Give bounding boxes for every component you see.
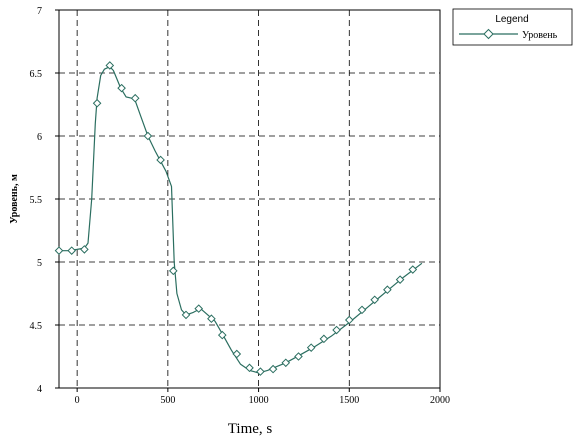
y-tick-label: 5.5 bbox=[30, 195, 43, 206]
data-point-marker bbox=[232, 349, 242, 359]
legend: Legend Уровень bbox=[452, 8, 573, 46]
series-line bbox=[59, 66, 423, 374]
data-point-marker bbox=[105, 61, 115, 70]
data-point-marker bbox=[54, 246, 64, 255]
data-point-marker bbox=[194, 304, 204, 313]
y-tick-label: 6.5 bbox=[30, 69, 43, 80]
x-tick-label: 1500 bbox=[339, 395, 359, 406]
series-layer bbox=[54, 61, 423, 376]
y-tick-label: 6 bbox=[37, 132, 42, 143]
data-point-marker bbox=[370, 295, 379, 305]
legend-series-marker bbox=[483, 28, 494, 40]
data-point-marker bbox=[395, 275, 405, 284]
data-point-marker bbox=[130, 93, 140, 103]
legend-title: Legend bbox=[495, 14, 528, 25]
data-point-marker bbox=[344, 315, 354, 325]
data-point-marker bbox=[281, 358, 291, 368]
data-point-marker bbox=[268, 364, 278, 374]
x-tick-label: 2000 bbox=[430, 395, 450, 406]
legend-series-label: Уровень bbox=[522, 30, 558, 41]
data-point-marker bbox=[245, 363, 254, 373]
data-point-marker bbox=[306, 343, 316, 352]
data-point-marker bbox=[92, 98, 102, 108]
y-tick-label: 4.5 bbox=[30, 321, 43, 332]
grid bbox=[59, 10, 440, 388]
data-point-marker bbox=[357, 305, 367, 315]
data-point-marker bbox=[408, 265, 418, 274]
data-point-marker bbox=[67, 246, 77, 255]
x-tick-label: 0 bbox=[75, 395, 80, 406]
data-point-marker bbox=[80, 245, 89, 254]
data-point-marker bbox=[168, 266, 178, 276]
y-tick-label: 5 bbox=[37, 258, 42, 269]
data-point-marker bbox=[294, 352, 303, 361]
y-tick-label: 7 bbox=[37, 6, 42, 17]
data-point-marker bbox=[156, 155, 165, 165]
y-axis-label: Уровень, м bbox=[9, 174, 20, 224]
data-point-marker bbox=[117, 83, 126, 93]
x-tick-label: 500 bbox=[160, 395, 175, 406]
data-point-marker bbox=[143, 131, 153, 141]
legend-box bbox=[452, 8, 573, 46]
x-axis-label: Time, s bbox=[228, 421, 273, 437]
y-tick-label: 4 bbox=[37, 384, 42, 395]
data-point-marker bbox=[256, 367, 265, 376]
data-point-marker bbox=[319, 334, 329, 344]
data-point-marker bbox=[332, 325, 341, 335]
axis-ticks: 0 500 1000 1500 2000 4 4.5 5 5.5 6 6.5 7 bbox=[30, 6, 451, 406]
data-point-marker bbox=[207, 314, 216, 324]
x-tick-label: 1000 bbox=[249, 395, 269, 406]
data-point-marker bbox=[181, 310, 191, 320]
data-point-marker bbox=[383, 285, 392, 295]
data-point-marker bbox=[217, 330, 227, 340]
